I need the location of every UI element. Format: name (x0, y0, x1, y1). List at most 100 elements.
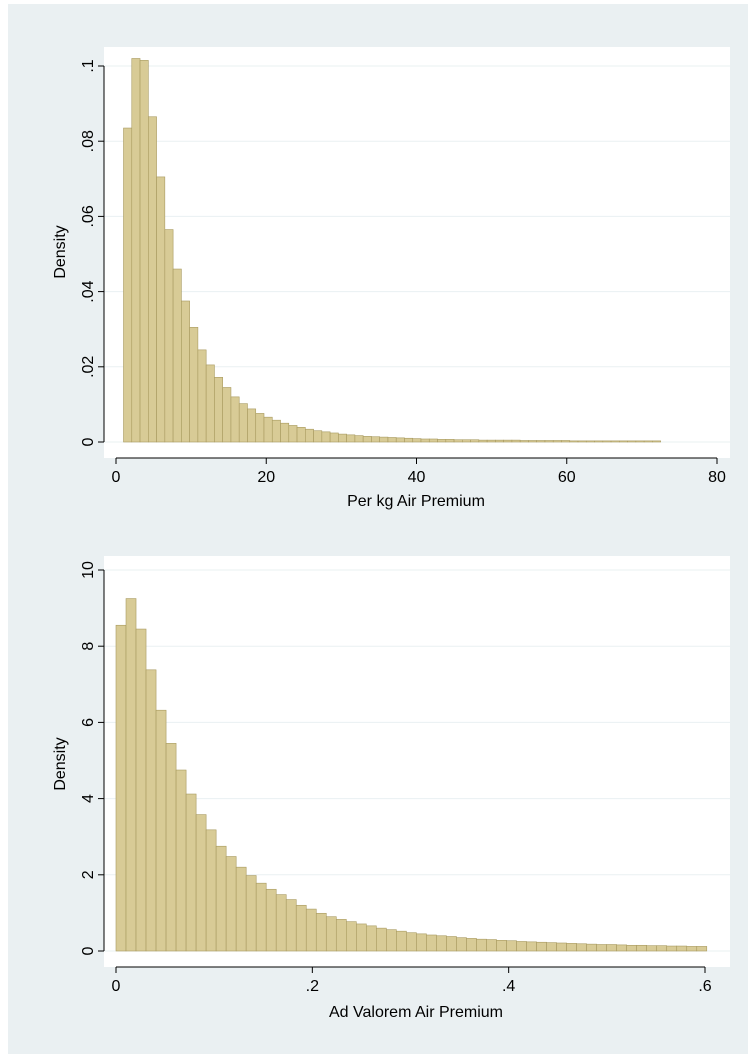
histogram-bar (313, 430, 323, 443)
histogram-bar (516, 941, 527, 952)
histogram-bar (556, 942, 567, 952)
histogram-bar (576, 943, 587, 952)
x-tick-label: 20 (257, 469, 275, 486)
histogram-bar (296, 427, 306, 443)
histogram-bar (215, 845, 227, 952)
histogram-bar (139, 60, 149, 443)
histogram-bar (395, 437, 405, 443)
histogram-bar (371, 436, 380, 443)
histogram-bar (263, 416, 273, 443)
histogram-bar (428, 438, 438, 443)
histogram-bar (627, 440, 637, 443)
histogram-bar (462, 439, 471, 443)
histogram-bar (280, 422, 290, 443)
histogram-bar (255, 413, 265, 443)
histogram-bar (552, 440, 562, 443)
histogram-bar (426, 934, 437, 952)
histogram-bar (544, 440, 554, 443)
x-tick-label: 40 (408, 469, 426, 486)
histogram-bar (396, 930, 407, 952)
histogram-bar (235, 866, 247, 952)
histogram-bar (602, 440, 612, 443)
histogram-bar (265, 888, 277, 952)
histogram-bar (652, 440, 661, 443)
histogram-bar (496, 940, 507, 952)
histogram-bar (594, 440, 604, 443)
histogram-bar (406, 932, 417, 952)
histogram-bar (577, 440, 587, 443)
histogram-bar (185, 793, 197, 952)
x-axis-title: Ad Valorem Air Premium (329, 1004, 503, 1021)
y-tick-label: 10 (80, 561, 97, 579)
y-tick-label: .08 (80, 130, 97, 152)
y-tick-label: 0 (80, 437, 97, 446)
histogram-bar (164, 229, 174, 443)
histogram-bar (445, 439, 455, 443)
histogram-bar (255, 882, 267, 952)
histogram-bar (335, 919, 347, 952)
x-tick-label: .6 (698, 978, 711, 995)
histogram-bar (376, 927, 387, 952)
histogram-bar (486, 439, 496, 443)
y-tick-label: .1 (80, 59, 97, 72)
x-tick-label: .2 (306, 978, 319, 995)
figure-panel: 0.02.04.06.08.1 0 20 40 60 80 Per kg Air Prem… (8, 4, 748, 1054)
x-tick-label: 80 (708, 469, 726, 486)
histogram-bar (145, 669, 157, 952)
histogram-bar (222, 387, 232, 443)
y-tick-label: 2 (80, 870, 97, 879)
histogram-bar (175, 769, 187, 952)
histogram-bar (155, 709, 167, 952)
histogram-bar (546, 942, 557, 952)
histogram-bar (643, 440, 653, 443)
axes: 0 2 4 6 8 10 0 .2 .4 .6 (80, 561, 712, 995)
histogram-bar (362, 436, 372, 443)
histogram-bar (635, 440, 645, 443)
histogram-bar (305, 908, 317, 952)
histogram-bar (195, 814, 207, 952)
histogram-bar (329, 432, 339, 443)
histogram-bar (506, 940, 517, 952)
chart-per-kg-air-premium: 0 .02 .04 .06 .08 .1 0 20 40 60 80 Per kg Air Prem… (52, 47, 730, 510)
y-axis-title: Density (52, 225, 69, 278)
histogram-bar (172, 268, 182, 443)
histogram-bar (666, 945, 678, 952)
histogram-bar (165, 743, 177, 952)
histogram-bar (115, 624, 127, 952)
histogram-bar (511, 439, 521, 443)
histogram-bar (569, 440, 579, 443)
histogram-bar (476, 938, 487, 952)
histogram-bar (610, 440, 620, 443)
histogram-bar (646, 945, 658, 952)
histogram-bar (676, 945, 688, 952)
histogram-bar (456, 937, 467, 952)
histogram-bar (561, 440, 571, 443)
histogram-bars (123, 58, 661, 443)
histogram-bars (115, 598, 708, 952)
histogram-bar (197, 349, 207, 443)
histogram-bar (526, 941, 537, 952)
histogram-bar (271, 419, 281, 443)
histogram-bar (156, 176, 166, 443)
histogram-bar (346, 434, 356, 443)
histogram-bar (446, 936, 457, 952)
histogram-figure: 0.02.04.06.08.10 20 40 60 80 Per kg Air Prem… (52, 47, 730, 1021)
histogram-bar (247, 408, 257, 443)
y-tick-label: 0 (80, 946, 97, 955)
histogram-bar (148, 116, 157, 443)
y-tick-label: .02 (80, 356, 97, 378)
histogram-bar (503, 439, 513, 443)
histogram-bar (285, 899, 297, 952)
histogram-bar (495, 439, 504, 443)
histogram-bar (536, 941, 547, 952)
histogram-bar (404, 437, 414, 443)
histogram-bar (528, 440, 538, 443)
chart-ad-valorem-air-premium: 0 2 4 6 8 10 0 .2 .4 .6 Ad Valorem Air Premium De… (52, 556, 730, 1021)
histogram-bar (321, 431, 331, 443)
x-axis-title: Per kg Air Premium (347, 493, 485, 510)
histogram-bar (585, 440, 595, 443)
axes: 0 .02 .04 .06 .08 .1 0 20 40 60 80 (80, 59, 726, 486)
histogram-bar (478, 439, 488, 443)
histogram-bar (125, 598, 137, 952)
histogram-bar (606, 944, 617, 952)
